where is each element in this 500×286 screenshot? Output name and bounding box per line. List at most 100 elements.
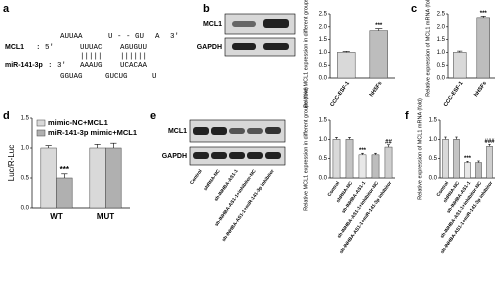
y-tick-label: 1.0 [21, 146, 30, 152]
y-tick-label: 0.0 [319, 76, 328, 82]
blot-band [229, 128, 245, 134]
blot-band [263, 19, 289, 28]
significance: ## [385, 139, 392, 145]
seq: U - - GU [108, 33, 144, 41]
y-tick-label: 1.5 [21, 116, 30, 122]
blot-band [229, 152, 245, 159]
pairs: |||||| [120, 53, 147, 61]
bar [475, 162, 482, 179]
seq: AAAUG [80, 62, 103, 70]
blot-label: MCL1 [203, 21, 222, 28]
seq: UCACAA [120, 62, 148, 70]
bar [105, 147, 122, 209]
significance: *** [464, 156, 472, 162]
prime: : 3' [48, 62, 66, 70]
seq: AUUAA [60, 33, 83, 41]
seq: GUCUG [105, 73, 128, 81]
y-tick-label: 0.0 [319, 176, 328, 182]
y-tick-label: 1.5 [437, 37, 446, 43]
blot-band [265, 152, 281, 159]
significance: ### [484, 139, 495, 145]
blot-band [265, 127, 281, 134]
blot-band [247, 128, 263, 134]
y-tick-label: 2.5 [319, 12, 328, 18]
y-tick-label: 1.0 [429, 137, 438, 143]
bar [358, 154, 367, 179]
blot-band [193, 127, 209, 135]
y-tick-label: 1.5 [429, 118, 438, 124]
significance: *** [359, 148, 367, 154]
y-tick-label: 0.5 [319, 63, 328, 69]
y-axis-label: Relative expression of MCL1 mRNA (fold) [425, 0, 431, 97]
y-tick-label: 1.5 [319, 37, 328, 43]
y-tick-label: 0.5 [319, 156, 328, 162]
prime: : 5' [36, 44, 54, 52]
legend-label: miR-141-3p mimic+MCL1 [48, 128, 137, 137]
y-tick-label: 0.0 [21, 206, 30, 212]
sequence-alignment: AUUAA U - - GU A MCL1 : 5' UUUAC AGUGUU … [5, 33, 179, 81]
panel-label: f [405, 110, 409, 122]
y-tick-label: 1.0 [319, 50, 328, 56]
y-axis-label: Luc/R-Luc [7, 145, 16, 181]
y-tick-label: 2.0 [437, 24, 446, 30]
y-axis-label: Relative MCL1 expression in different gr… [303, 0, 309, 108]
bar [89, 147, 106, 209]
y-tick-label: 2.5 [437, 12, 446, 18]
bar [384, 146, 393, 179]
x-tick-label: WT [50, 212, 63, 221]
panel-label: d [3, 110, 10, 122]
bar [453, 52, 467, 79]
blot-label: MCL1 [168, 128, 187, 135]
bar [453, 139, 460, 179]
bar [369, 30, 388, 79]
bar [476, 17, 490, 79]
blot-frame [224, 37, 296, 57]
y-tick-label: 0.5 [429, 156, 438, 162]
blot-band [247, 152, 263, 159]
bar [345, 139, 354, 179]
y-tick-label: 1.5 [319, 118, 328, 124]
y-tick-label: 0.0 [437, 76, 446, 82]
western-blot: MCL1 GAPDH [162, 119, 286, 166]
y-axis-label: Relative expression of MCL1 mRNA (fold) [417, 98, 423, 200]
bar [337, 52, 356, 79]
bar [40, 147, 57, 209]
blot-band [232, 21, 256, 27]
y-tick-label: 0.0 [429, 176, 438, 182]
mirna-label: miR-141-3p [5, 62, 43, 69]
y-tick-label: 1.0 [437, 50, 446, 56]
y-tick-label: 2.0 [319, 24, 328, 30]
seq: AGUGUU [120, 44, 147, 52]
panel-label: e [150, 110, 156, 122]
bar [464, 162, 471, 179]
legend-label: mimic-NC+MCL1 [48, 118, 108, 127]
blot-label: GAPDH [197, 44, 222, 51]
x-tick-label: MUT [97, 212, 114, 221]
legend-swatch [36, 119, 46, 127]
prime: 3' [170, 33, 179, 41]
blot-label: GAPDH [162, 153, 187, 160]
legend-swatch [36, 129, 46, 137]
bar [332, 139, 341, 179]
blot-band [193, 152, 209, 159]
y-tick-label: 0.5 [21, 176, 30, 182]
western-blot: MCL1 GAPDH [197, 13, 296, 57]
seq: GGUAG [60, 73, 83, 81]
blot-band [232, 43, 256, 50]
blot-band [263, 43, 289, 50]
bar [56, 177, 73, 209]
pairs: ||||| [80, 53, 103, 61]
seq: UUUAC [80, 44, 103, 52]
seq: U [152, 73, 157, 81]
gene-label: MCL1 [5, 44, 24, 51]
panel-label: b [203, 3, 210, 15]
y-tick-label: 1.0 [319, 137, 328, 143]
panel-label: a [3, 3, 10, 15]
seq: A [155, 33, 160, 41]
panel-label: c [411, 3, 417, 15]
y-tick-label: 0.5 [437, 63, 446, 69]
significance: *** [375, 23, 383, 29]
bar [442, 139, 449, 179]
significance: *** [60, 165, 70, 174]
